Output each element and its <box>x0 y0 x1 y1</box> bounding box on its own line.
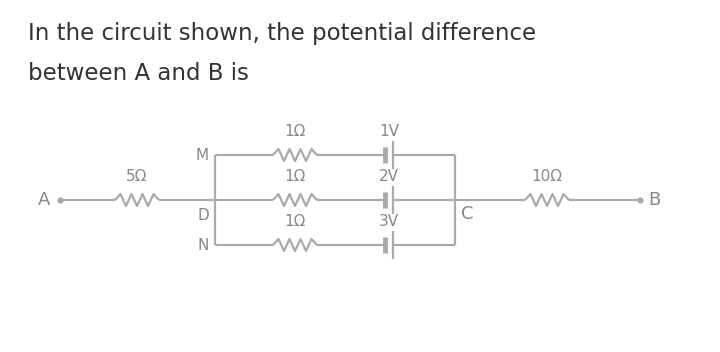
Text: N: N <box>197 238 209 252</box>
Text: 1V: 1V <box>379 124 399 139</box>
Text: C: C <box>461 205 474 223</box>
Text: 2V: 2V <box>379 169 399 184</box>
Text: D: D <box>197 208 209 223</box>
Text: In the circuit shown, the potential difference: In the circuit shown, the potential diff… <box>28 22 536 45</box>
Text: 1Ω: 1Ω <box>284 214 306 229</box>
Text: B: B <box>648 191 660 209</box>
Text: between A and B is: between A and B is <box>28 62 249 85</box>
Text: 1Ω: 1Ω <box>284 124 306 139</box>
Text: 1Ω: 1Ω <box>284 169 306 184</box>
Text: A: A <box>37 191 50 209</box>
Text: 10Ω: 10Ω <box>531 169 562 184</box>
Text: 3V: 3V <box>379 214 399 229</box>
Text: 5Ω: 5Ω <box>126 169 148 184</box>
Text: M: M <box>196 147 209 163</box>
